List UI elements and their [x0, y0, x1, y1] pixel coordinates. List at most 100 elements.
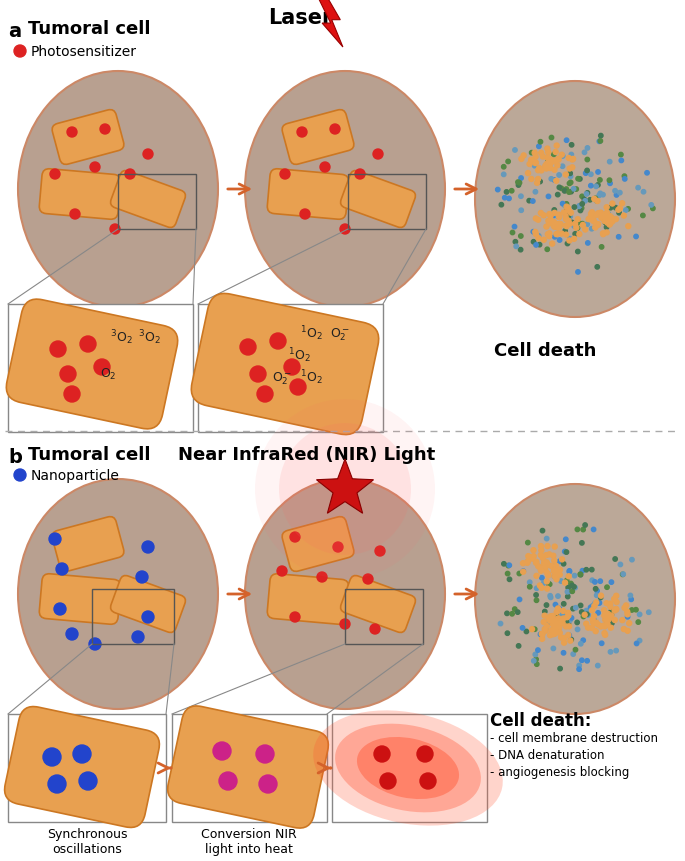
Circle shape — [556, 223, 560, 227]
Circle shape — [553, 151, 558, 155]
Circle shape — [543, 164, 548, 170]
Circle shape — [526, 554, 531, 559]
Circle shape — [573, 222, 577, 227]
Circle shape — [531, 230, 536, 235]
Circle shape — [588, 184, 593, 189]
Circle shape — [552, 544, 557, 549]
Circle shape — [546, 159, 550, 164]
Circle shape — [54, 604, 66, 616]
Circle shape — [580, 569, 584, 573]
Circle shape — [590, 579, 595, 583]
Circle shape — [14, 46, 26, 58]
Circle shape — [519, 209, 523, 214]
FancyBboxPatch shape — [5, 707, 160, 827]
Ellipse shape — [301, 544, 377, 631]
Circle shape — [506, 572, 510, 576]
Circle shape — [549, 177, 553, 182]
Circle shape — [605, 623, 610, 627]
Circle shape — [599, 596, 603, 600]
Circle shape — [555, 225, 560, 230]
Circle shape — [606, 616, 610, 621]
Circle shape — [545, 163, 550, 167]
Circle shape — [636, 186, 640, 190]
Circle shape — [606, 614, 610, 619]
Circle shape — [521, 626, 525, 630]
Ellipse shape — [256, 84, 433, 293]
Circle shape — [598, 192, 603, 196]
Circle shape — [616, 235, 621, 239]
Circle shape — [553, 235, 557, 239]
Circle shape — [542, 565, 547, 569]
Circle shape — [560, 622, 565, 626]
Circle shape — [608, 207, 613, 211]
Ellipse shape — [49, 515, 181, 666]
Circle shape — [89, 638, 101, 650]
Ellipse shape — [542, 561, 595, 622]
Circle shape — [543, 627, 547, 632]
Circle shape — [595, 265, 599, 269]
Circle shape — [564, 550, 569, 554]
Circle shape — [621, 214, 626, 219]
Circle shape — [599, 216, 604, 221]
Circle shape — [583, 523, 587, 528]
Circle shape — [564, 210, 569, 214]
Circle shape — [603, 221, 608, 226]
Circle shape — [547, 222, 551, 226]
Circle shape — [560, 202, 565, 207]
Circle shape — [572, 585, 576, 589]
Circle shape — [570, 158, 575, 163]
Circle shape — [559, 187, 564, 191]
Circle shape — [517, 598, 522, 602]
Circle shape — [607, 223, 612, 228]
Circle shape — [571, 158, 575, 162]
Circle shape — [100, 125, 110, 135]
FancyBboxPatch shape — [110, 171, 186, 228]
Circle shape — [534, 232, 538, 238]
Circle shape — [578, 573, 582, 577]
Circle shape — [510, 189, 514, 194]
Circle shape — [536, 564, 540, 569]
Text: - cell membrane destruction: - cell membrane destruction — [490, 731, 658, 744]
Circle shape — [593, 214, 598, 219]
Circle shape — [549, 629, 553, 633]
Circle shape — [519, 248, 523, 252]
Circle shape — [552, 159, 557, 164]
Circle shape — [557, 174, 561, 178]
Circle shape — [554, 627, 559, 632]
Circle shape — [606, 616, 610, 621]
Circle shape — [580, 610, 584, 615]
Circle shape — [584, 171, 588, 177]
Circle shape — [602, 215, 607, 220]
Circle shape — [608, 604, 613, 610]
Circle shape — [561, 651, 566, 655]
Circle shape — [568, 237, 572, 242]
Circle shape — [340, 225, 350, 235]
Circle shape — [551, 647, 556, 651]
Ellipse shape — [79, 145, 144, 220]
Circle shape — [604, 214, 609, 220]
Circle shape — [562, 562, 566, 567]
Circle shape — [370, 624, 380, 635]
Circle shape — [576, 270, 580, 275]
Circle shape — [553, 603, 558, 607]
Circle shape — [531, 200, 535, 204]
Circle shape — [591, 621, 596, 626]
Circle shape — [591, 528, 596, 532]
Circle shape — [604, 206, 609, 210]
Ellipse shape — [260, 497, 426, 688]
Ellipse shape — [250, 486, 439, 702]
Circle shape — [320, 163, 330, 173]
Circle shape — [548, 614, 553, 619]
Circle shape — [608, 160, 612, 164]
Circle shape — [560, 609, 566, 614]
Circle shape — [580, 222, 584, 226]
Polygon shape — [316, 460, 373, 514]
Circle shape — [50, 170, 60, 180]
Circle shape — [49, 533, 61, 545]
FancyBboxPatch shape — [52, 110, 124, 165]
Circle shape — [605, 585, 609, 590]
Circle shape — [534, 657, 538, 662]
Ellipse shape — [552, 173, 582, 208]
Circle shape — [539, 566, 543, 570]
Circle shape — [550, 242, 555, 247]
